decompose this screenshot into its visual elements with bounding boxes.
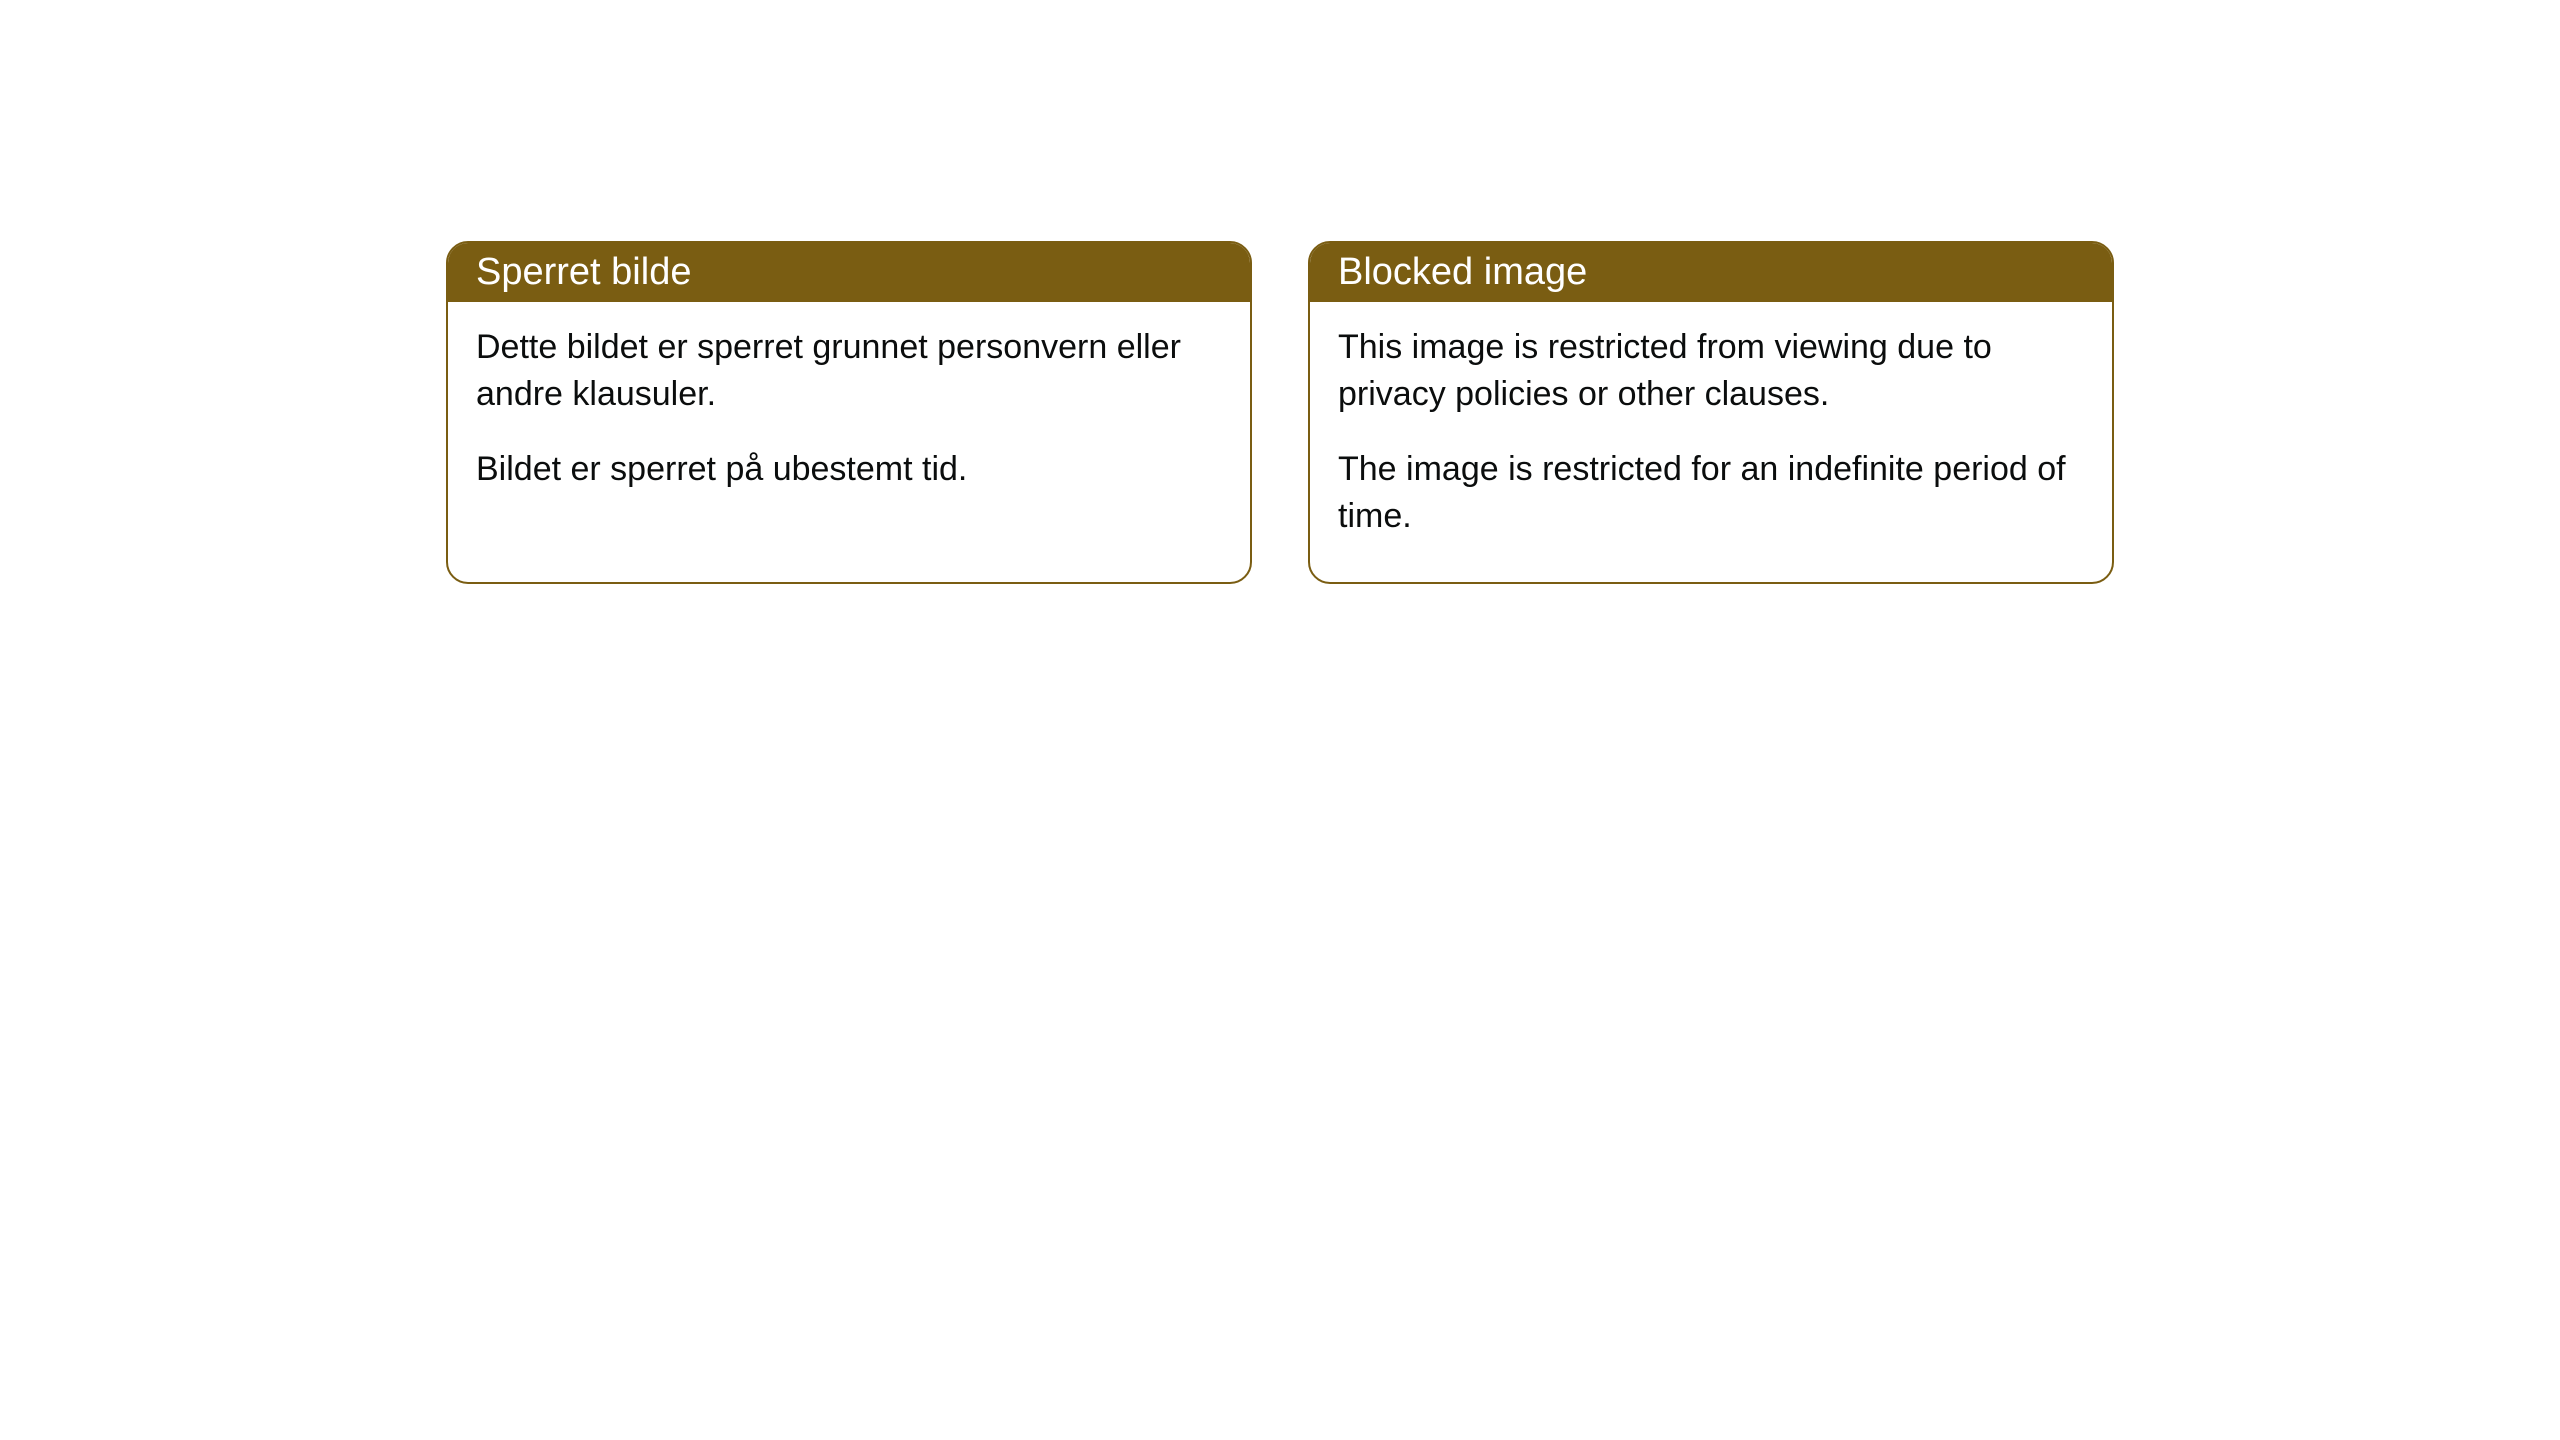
card-title: Blocked image (1338, 251, 1587, 293)
notice-card-english: Blocked image This image is restricted f… (1308, 241, 2114, 584)
card-header: Blocked image (1310, 243, 2112, 302)
card-header: Sperret bilde (448, 243, 1250, 302)
card-paragraph: The image is restricted for an indefinit… (1338, 446, 2084, 540)
card-title: Sperret bilde (476, 251, 691, 293)
notice-cards-container: Sperret bilde Dette bildet er sperret gr… (446, 241, 2114, 584)
card-body: Dette bildet er sperret grunnet personve… (448, 302, 1250, 535)
card-paragraph: This image is restricted from viewing du… (1338, 324, 2084, 418)
notice-card-norwegian: Sperret bilde Dette bildet er sperret gr… (446, 241, 1252, 584)
card-body: This image is restricted from viewing du… (1310, 302, 2112, 582)
card-paragraph: Dette bildet er sperret grunnet personve… (476, 324, 1222, 418)
card-paragraph: Bildet er sperret på ubestemt tid. (476, 446, 1222, 493)
